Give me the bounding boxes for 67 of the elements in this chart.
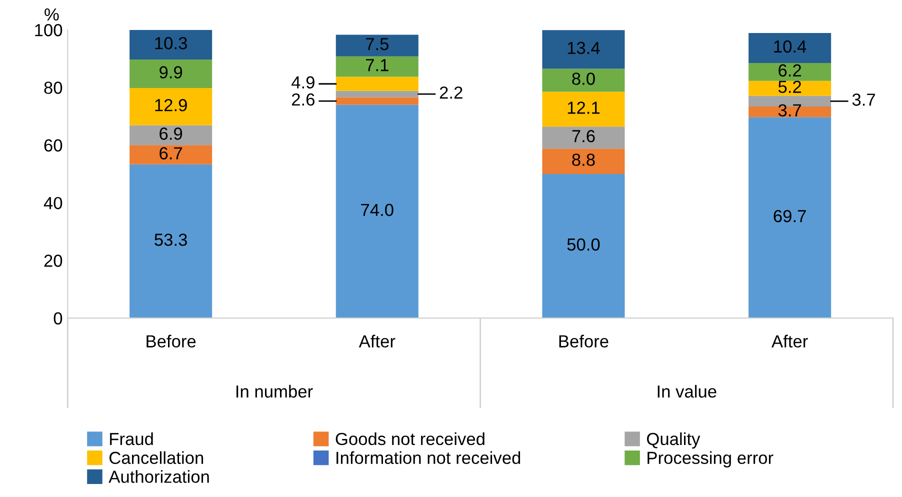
bar	[130, 60, 212, 88]
bar	[336, 97, 418, 105]
y-tick-label: 0	[54, 312, 62, 325]
x-tick-label: After	[358, 334, 396, 348]
legend-label: Cancellation	[110, 451, 204, 464]
bar	[336, 76, 418, 91]
bar	[542, 148, 625, 174]
y-tick-label: 60	[44, 139, 62, 152]
data-label: 10.4	[774, 40, 806, 53]
data-label: 7.1	[366, 59, 388, 72]
data-label: 8.8	[572, 154, 595, 166]
x-tick-label: Before	[559, 334, 608, 348]
data-label: 2.6	[292, 93, 314, 106]
bar	[130, 30, 212, 60]
data-label: 5.2	[778, 80, 802, 93]
data-label: 8.0	[572, 72, 595, 85]
bar	[130, 125, 212, 146]
data-label: 2.2	[440, 86, 462, 99]
y-tick-label: 80	[44, 82, 62, 94]
bar	[748, 32, 832, 63]
data-label: 6.2	[778, 64, 802, 77]
data-label: 74.0	[361, 204, 394, 216]
bar	[336, 34, 418, 56]
legend-label: Quality	[647, 432, 700, 449]
data-label: 12.9	[155, 99, 187, 112]
bar	[130, 164, 212, 318]
data-label: 50.0	[567, 238, 600, 251]
bar	[336, 90, 418, 98]
data-label: 12.1	[568, 102, 600, 114]
bar	[130, 88, 212, 126]
y-tick-label: 100	[35, 24, 62, 36]
data-label: 4.9	[292, 76, 314, 89]
bar	[748, 80, 832, 96]
x-tick-label: Before	[146, 334, 196, 348]
x-tick-label: After	[772, 334, 808, 348]
data-label: 9.9	[160, 66, 182, 78]
data-label: 6.7	[160, 147, 182, 160]
bar	[130, 145, 212, 164]
data-label: 6.9	[160, 128, 182, 140]
data-label: 7.6	[572, 130, 595, 142]
data-label: 69.7	[774, 210, 806, 222]
legend-label: Fraud	[110, 432, 153, 446]
y-tick-label: 20	[44, 254, 62, 267]
data-label: 3.7	[778, 104, 802, 116]
bar	[748, 62, 832, 81]
legend-label: Goods not received	[336, 432, 484, 446]
data-label: 7.5	[366, 38, 388, 50]
bar	[336, 104, 418, 318]
text: In number	[236, 384, 313, 398]
legend-label: Information not received	[336, 451, 520, 464]
bar	[336, 56, 418, 77]
data-label: 3.7	[852, 94, 875, 106]
data-label: 53.3	[154, 234, 187, 246]
legend-label: Authorization	[108, 470, 209, 483]
bar	[542, 68, 625, 92]
data-label: 13.4	[568, 42, 600, 54]
bar	[542, 92, 625, 127]
bar	[748, 117, 832, 318]
y-tick-label: 40	[44, 196, 62, 210]
legend-label: Processing error	[648, 451, 774, 468]
bar	[542, 174, 625, 318]
y-axis-title: %	[44, 8, 59, 21]
bar	[542, 30, 625, 69]
data-label: 10.3	[155, 37, 187, 50]
bar	[748, 106, 832, 118]
text: In value	[658, 384, 716, 398]
bar	[542, 126, 625, 149]
